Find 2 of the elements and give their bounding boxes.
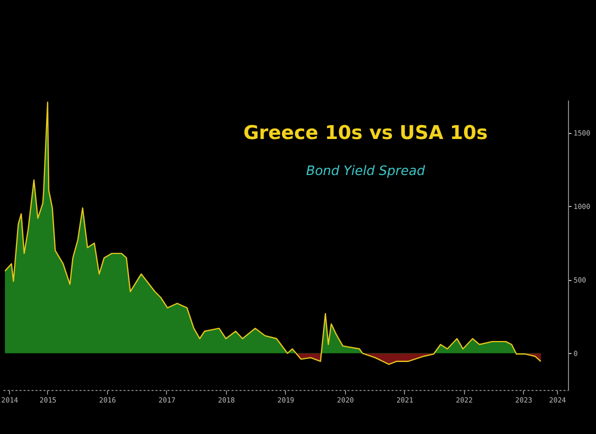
text: Greece 10s vs USA 10s <box>243 122 488 144</box>
text: Bond Yield Spread <box>306 164 426 179</box>
